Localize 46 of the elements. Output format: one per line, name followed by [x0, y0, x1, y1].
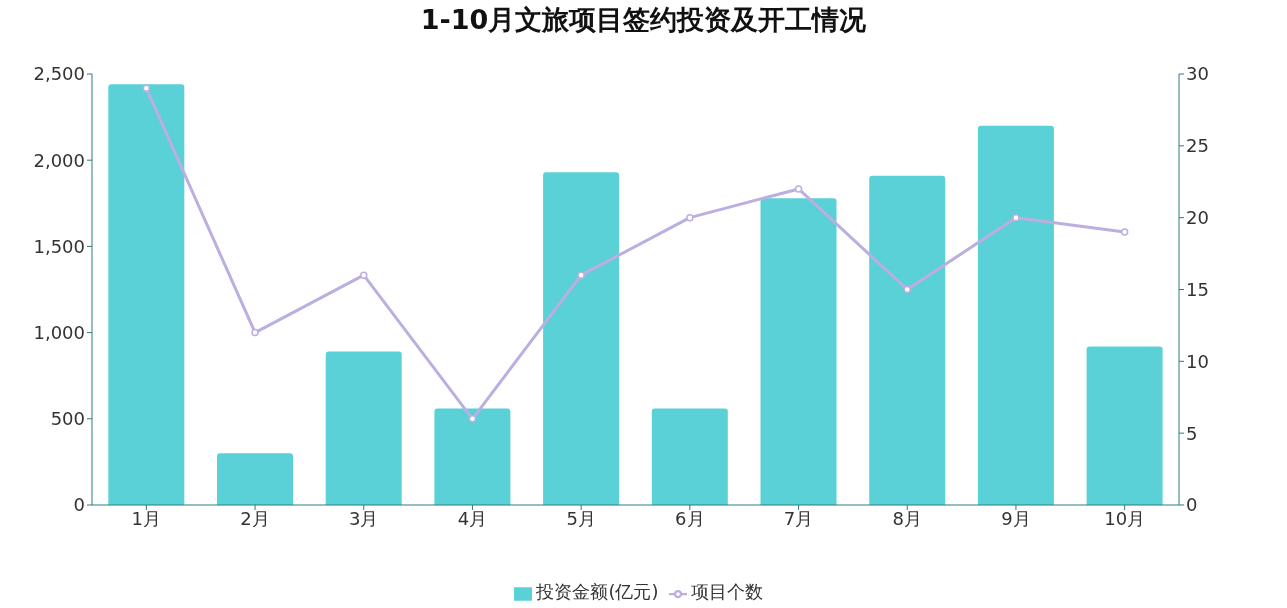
point [794, 185, 803, 193]
x-tick-label: 4月 [457, 507, 488, 529]
x-tick-label: 8月 [892, 507, 922, 529]
chart-title: 1-10月文旅项目签约投资及开工情况 [419, 3, 868, 37]
x-tick-label: 10月 [1104, 507, 1146, 529]
point [142, 84, 151, 93]
y2-tick-label: 15 [1186, 278, 1209, 300]
x-tick-label: 9月 [1001, 507, 1031, 529]
bar [434, 408, 511, 505]
x-tick-label: 6月 [675, 507, 705, 529]
point [360, 271, 368, 279]
y2-tick-label: 0 [1186, 494, 1198, 516]
y-tick-label: 2,500 [33, 63, 85, 85]
point [1120, 228, 1129, 236]
y2-tick-label: 20 [1186, 207, 1209, 229]
bar [108, 84, 185, 505]
legend-label: 投资金额(亿元) [536, 581, 659, 602]
bar [217, 453, 294, 505]
y-tick-label: 0 [73, 494, 85, 516]
y2-tick-label: 25 [1186, 135, 1209, 157]
bar [869, 175, 946, 505]
y-tick-label: 1,000 [33, 321, 85, 343]
bar [1086, 346, 1163, 505]
x-tick-label: 7月 [783, 507, 814, 529]
point [251, 328, 259, 337]
point [468, 415, 477, 423]
point [686, 213, 694, 222]
x-tick-label: 1月 [131, 507, 162, 529]
y-tick-label: 1,500 [33, 235, 85, 257]
point [577, 271, 585, 279]
bar [543, 172, 620, 505]
bar [325, 351, 402, 505]
y2-tick-label: 10 [1186, 350, 1209, 372]
x-tick-label: 5月 [566, 507, 596, 529]
point [1012, 213, 1020, 222]
bar [651, 408, 728, 505]
bar [760, 198, 837, 505]
y2-tick-label: 30 [1186, 63, 1209, 85]
legend-label: 项目个数 [690, 581, 763, 602]
point [903, 285, 911, 294]
y-tick-label: 2,000 [33, 149, 85, 171]
bar [977, 125, 1054, 505]
y-tick-label: 500 [50, 408, 85, 430]
x-tick-label: 2月 [240, 507, 270, 529]
x-tick-label: 3月 [349, 507, 379, 529]
y2-tick-label: 5 [1186, 422, 1198, 444]
